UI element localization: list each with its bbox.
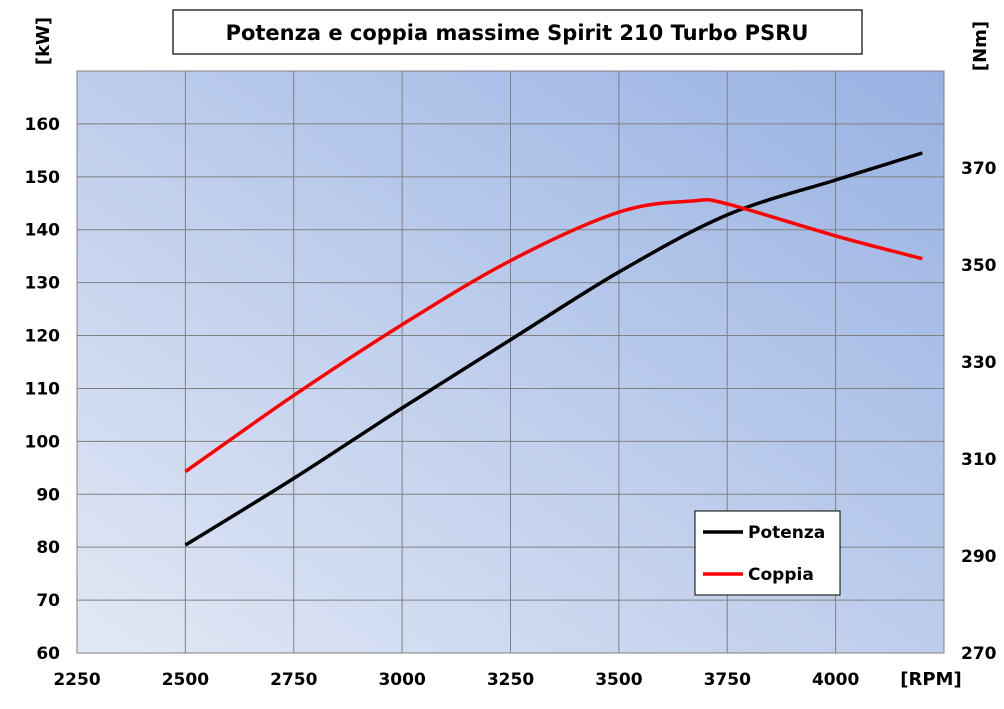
y-left-tick-label: 80 [36,538,60,558]
y-left-tick-label: 160 [25,115,61,135]
y-left-tick-label: 100 [25,432,61,452]
y-right-tick-label: 350 [961,256,997,276]
y-right-tick-label: 370 [961,159,997,179]
x-tick-label: 2250 [53,670,100,690]
y-right-tick-label: 270 [961,644,997,664]
y-right-tick-label: 310 [961,450,997,470]
x-tick-label: 3000 [378,670,425,690]
y-left-tick-label: 90 [36,485,60,505]
x-tick-label: 4000 [812,670,859,690]
y-right-tick-label: 290 [961,547,997,567]
y-axis-left-label: [kW] [33,17,54,65]
y-left-tick-label: 60 [36,644,60,664]
y-right-tick-label: 330 [961,353,997,373]
y-axis-right-label: [Nm] [970,21,991,71]
x-axis-label: [RPM] [900,669,961,690]
x-tick-label: 3500 [595,670,642,690]
chart-title: Potenza e coppia massime Spirit 210 Turb… [226,21,809,45]
legend-label-potenza: Potenza [748,523,825,543]
y-left-tick-label: 150 [25,168,61,188]
legend-label-coppia: Coppia [748,565,814,585]
x-tick-label: 3250 [487,670,534,690]
legend: Potenza Coppia [695,511,840,595]
y-left-tick-label: 120 [25,327,61,347]
y-left-tick-label: 140 [25,221,61,241]
y-left-tick-label: 110 [25,379,61,399]
x-tick-label: 2750 [270,670,317,690]
y-left-tick-label: 70 [36,591,60,611]
x-tick-label: 3750 [704,670,751,690]
y-left-tick-label: 130 [25,274,61,294]
x-tick-label: 2500 [162,670,209,690]
